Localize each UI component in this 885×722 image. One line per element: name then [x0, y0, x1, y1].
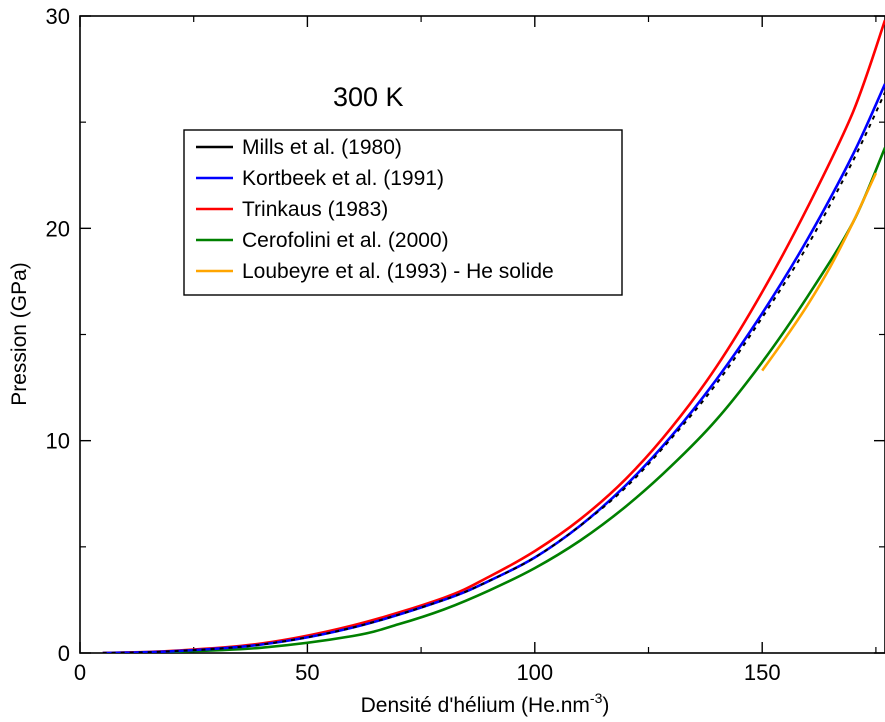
x-tick-label: 50: [295, 660, 319, 685]
plot-frame: [79, 15, 885, 654]
y-axis-label: Pression (GPa): [8, 262, 31, 406]
x-tick-label: 100: [516, 660, 553, 685]
y-tick-label: 10: [46, 429, 70, 454]
y-tick-label: 30: [46, 4, 70, 29]
x-tick-label: 0: [74, 660, 86, 685]
x-axis-label-close: ): [602, 694, 609, 717]
y-tick-label: 0: [58, 641, 70, 666]
x-axis-label-main: Densité d'hélium (He.nm: [361, 694, 590, 717]
legend-label-4: Loubeyre et al. (1993) - He solide: [242, 260, 554, 283]
legend-label-1: Kortbeek et al. (1991): [242, 167, 444, 190]
series-line-3: [102, 147, 885, 653]
series-group: [102, 19, 885, 653]
x-axis-label: Densité d'hélium (He.nm-3): [361, 690, 610, 717]
legend: Mills et al. (1980) Kortbeek et al. (1991…: [183, 129, 623, 296]
annotation-300k: 300 K: [333, 82, 404, 112]
series-line-2: [102, 19, 885, 653]
legend-label-0: Mills et al. (1980): [242, 136, 402, 159]
legend-box: [183, 129, 623, 296]
x-axis-label-superscript: -3: [590, 690, 603, 706]
legend-label-2: Trinkaus (1983): [242, 198, 388, 221]
y-tick-label: 20: [46, 216, 70, 241]
legend-label-3: Cerofolini et al. (2000): [242, 229, 449, 252]
series-line-1: [102, 83, 885, 653]
series-line-4: [761, 172, 878, 372]
axis-ticks: 0 50 100 150 0 10 20 30: [46, 4, 885, 685]
x-tick-label: 150: [744, 660, 781, 685]
